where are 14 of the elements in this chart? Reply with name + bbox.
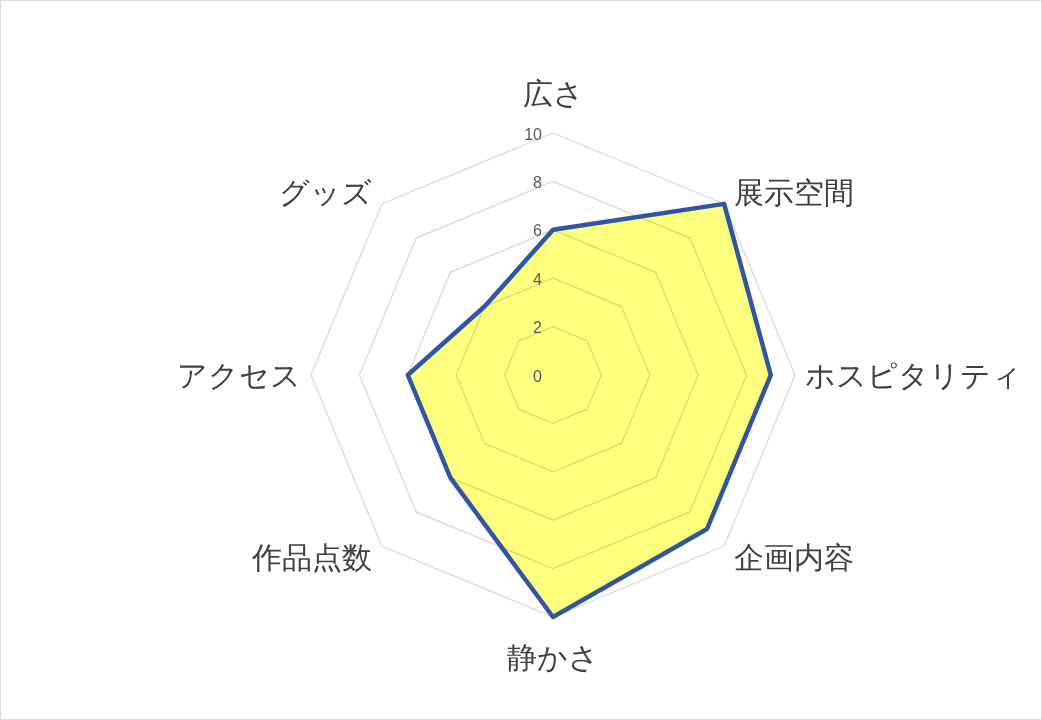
tick-label: 2 [533,319,542,337]
tick-label: 0 [533,367,542,385]
category-label: 静かさ [507,640,599,674]
category-label: ホスピタリティ [805,358,1022,392]
category-label: グッズ [278,176,372,210]
tick-label: 4 [533,270,542,288]
tick-label: 10 [524,125,542,143]
category-label: アクセス [177,358,301,392]
category-label: 企画内容 [734,540,855,574]
category-label: 展示空間 [734,176,855,210]
tick-label: 8 [533,173,542,191]
category-label: 作品点数 [251,540,372,574]
category-label: 広さ [522,76,584,110]
tick-label: 6 [533,222,542,240]
